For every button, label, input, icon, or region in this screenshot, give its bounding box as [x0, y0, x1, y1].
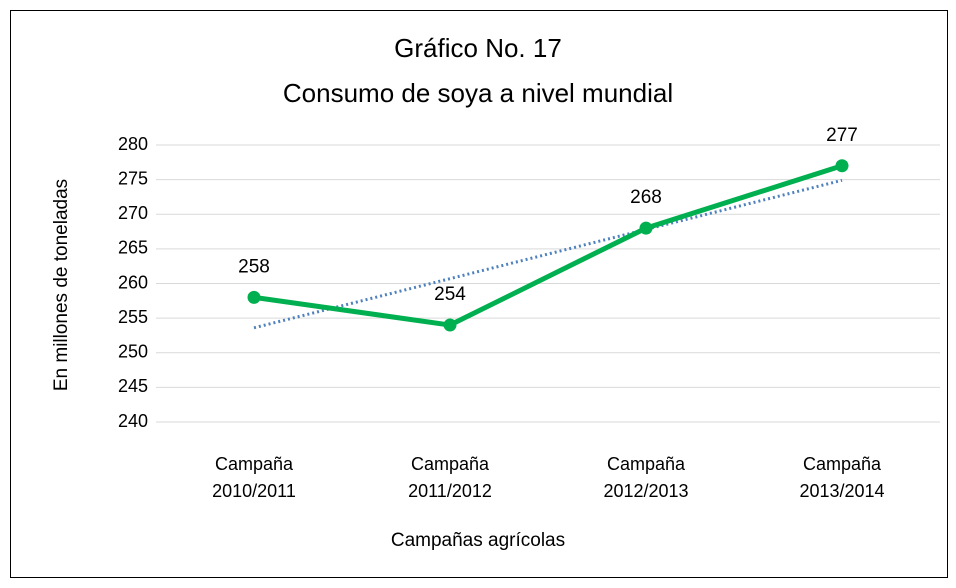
- x-tick-label-line: Campaña: [411, 454, 490, 474]
- data-label: 277: [826, 125, 858, 146]
- line: [253, 163, 843, 328]
- x-tick-label-line: Campaña: [803, 454, 882, 474]
- data-label: 258: [238, 256, 270, 277]
- point: [443, 318, 457, 332]
- x-tick-label: Campaña 2012/2013: [603, 454, 688, 501]
- y-tick-label: 265: [118, 238, 148, 258]
- x-tick-label: Campaña 2010/2011: [212, 454, 296, 501]
- y-tick-label: 260: [118, 272, 148, 292]
- chart-subtitle: Consumo de soya a nivel mundial: [283, 78, 673, 108]
- x-tick-label: Campaña 2013/2014: [799, 454, 884, 501]
- x-tick-label-line: Campaña: [215, 454, 294, 474]
- y-tick-label: 250: [118, 342, 148, 362]
- y-tick-label: 270: [118, 203, 148, 223]
- y-tick-label: 240: [118, 411, 148, 431]
- point: [835, 159, 849, 173]
- x-tick-label-line: 2011/2012: [408, 481, 492, 501]
- data-label: 268: [630, 187, 662, 208]
- y-tick-label: 280: [118, 134, 148, 154]
- y-tick-label: 255: [118, 307, 148, 327]
- x-tick-label-line: 2013/2014: [799, 481, 884, 501]
- x-axis-title: Campañas agrícolas: [391, 530, 565, 551]
- x-tick-label-line: 2010/2011: [212, 481, 296, 501]
- x-tick-label-line: 2012/2013: [603, 481, 688, 501]
- y-tick-label: 245: [118, 376, 148, 396]
- y-tick-label: 275: [118, 168, 148, 188]
- point: [247, 290, 261, 304]
- x-tick-label: Campaña 2011/2012: [408, 454, 492, 501]
- y-axis-title: En millones de toneladas: [51, 179, 72, 391]
- data-label: 254: [434, 284, 466, 305]
- x-tick-label-line: Campaña: [607, 454, 686, 474]
- point: [639, 221, 653, 235]
- chart-title: Gráfico No. 17: [394, 33, 562, 63]
- trendline: [253, 178, 843, 330]
- chart-border: [10, 10, 948, 578]
